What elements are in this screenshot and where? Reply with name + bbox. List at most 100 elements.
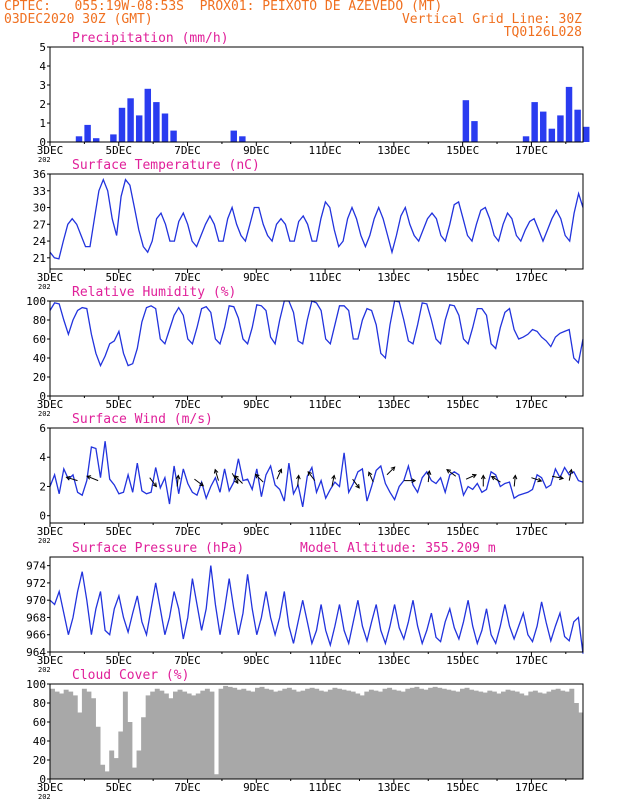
cloud-bar <box>373 690 379 779</box>
wind-arrow-head <box>490 476 496 481</box>
wind-arrow <box>255 474 264 483</box>
cloud-bar <box>318 690 324 779</box>
cloud-bar <box>510 690 516 779</box>
cloud-ytick-label: 60 <box>33 716 46 729</box>
rh-ytick-label: 20 <box>33 371 46 384</box>
precip-xtick-label: 13DEC <box>377 144 410 157</box>
precip-bar <box>118 107 126 142</box>
cloud-bar <box>578 712 584 779</box>
precip-year-stub: 202 <box>38 156 51 164</box>
wind-ytick-label: 2 <box>39 480 46 493</box>
cloud-bar <box>182 691 188 779</box>
cloud-bar <box>236 689 242 779</box>
precip-frame <box>49 46 584 143</box>
wind-arrow-head <box>175 474 181 480</box>
header-date: 03DEC2020 30Z (GMT) <box>4 12 153 27</box>
temp-xtick-label: 7DEC <box>174 271 201 284</box>
cloud-bar <box>168 698 174 779</box>
cloud-xtick-label: 7DEC <box>174 781 201 794</box>
cloud-bar <box>378 691 383 779</box>
precip-ytick-label: 5 <box>39 41 46 54</box>
cloud-bar <box>400 691 406 779</box>
cloud-bar <box>186 693 192 779</box>
precip-bar <box>548 128 556 142</box>
header-run-id: TQ0126L028 <box>503 25 582 40</box>
cloud-bar <box>387 687 393 779</box>
cloud-bar <box>542 693 547 779</box>
rh-xtick-label: 9DEC <box>243 398 270 411</box>
cloud-bar <box>127 722 133 779</box>
cloud-bar <box>273 691 279 779</box>
rh-ytick-label: 80 <box>33 314 46 327</box>
wind-title: Surface Wind (m/s) <box>72 412 213 427</box>
wind-arrow-head <box>296 474 301 480</box>
cloud-bar <box>227 686 233 779</box>
cloud-ytick-label: 40 <box>33 735 46 748</box>
cloud-bar <box>214 774 219 779</box>
cloud-bar <box>145 695 151 779</box>
wind-xtick-label: 15DEC <box>446 525 479 538</box>
cloud-ytick-label: 100 <box>26 678 46 691</box>
cloud-bar <box>300 690 306 779</box>
wind-ytick-label: 6 <box>39 422 46 435</box>
cloud-bar <box>359 695 365 779</box>
wind-xtick-label: 17DEC <box>515 525 548 538</box>
header-line1: CPTEC: 055:19W-08:53S PROX01: PEIXOTO DE… <box>4 0 443 14</box>
temp-xtick-label: 13DEC <box>377 271 410 284</box>
wind-arrow <box>551 475 564 479</box>
cloud-bar <box>473 690 479 779</box>
wind-arrow-head <box>426 470 432 475</box>
precip-bar <box>540 111 547 142</box>
cloud-bar <box>482 692 488 779</box>
press-xtick-label: 9DEC <box>243 654 270 667</box>
wind-arrow-head <box>446 469 451 474</box>
cloud-bar <box>455 691 461 779</box>
rh-frame <box>49 300 584 397</box>
wind-arrow-head <box>411 478 417 483</box>
temp-ytick-label: 36 <box>33 168 46 181</box>
temp-xtick-label: 17DEC <box>515 271 548 284</box>
rh-title: Relative Humidity (%) <box>72 285 236 300</box>
cloud-bar <box>501 691 506 779</box>
wind-xtick-label: 5DEC <box>106 525 133 538</box>
panel-temp: Surface Temperature (nC) 21 24 27 30 33 36 3DEC… <box>33 158 584 291</box>
cloud-bar <box>218 688 224 779</box>
cloud-bar <box>136 750 142 779</box>
cloud-bar <box>441 688 447 779</box>
cloud-bar <box>450 690 456 779</box>
panel-press: Surface Pressure (hPa) 964 966 968 970 972 974… <box>26 541 584 674</box>
temp-xtick-label: 15DEC <box>446 271 479 284</box>
cloud-bar <box>391 689 397 779</box>
precip-ytick-label: 2 <box>39 98 46 111</box>
cloud-bar <box>428 687 434 779</box>
rh-xtick-label: 17DEC <box>515 398 548 411</box>
precip-ytick-label: 1 <box>39 117 46 130</box>
cloud-bar <box>195 693 201 779</box>
precip-title: Precipitation (mm/h) <box>72 31 229 46</box>
wind-arrow-head <box>65 475 71 481</box>
cloud-bar <box>259 686 265 779</box>
cloud-bar <box>478 691 484 779</box>
cloud-bar <box>532 690 538 779</box>
rh-ytick-label: 100 <box>26 295 46 308</box>
wind-arrow <box>276 469 282 480</box>
wind-arrow-head <box>355 483 360 489</box>
wind-xtick-label: 11DEC <box>309 525 342 538</box>
wind-xtick-label: 7DEC <box>174 525 201 538</box>
precip-bar <box>522 136 530 142</box>
rh-xtick-label: 5DEC <box>106 398 133 411</box>
cloud-bar <box>200 690 206 779</box>
cloud-bar <box>159 690 165 779</box>
cloud-bar <box>573 703 579 779</box>
wind-arrow <box>446 469 457 477</box>
rh-year-stub: 202 <box>38 410 51 418</box>
wind-arrow-head <box>152 482 157 488</box>
precip-bar <box>110 134 117 142</box>
cloud-year-stub: 202 <box>38 793 51 800</box>
wind-arrow <box>307 471 316 481</box>
cloud-bar <box>296 691 301 779</box>
wind-arrow <box>297 475 300 487</box>
wind-ytick-label: 0 <box>39 510 46 523</box>
wind-arrow <box>531 477 542 482</box>
cloud-bar <box>368 689 374 779</box>
